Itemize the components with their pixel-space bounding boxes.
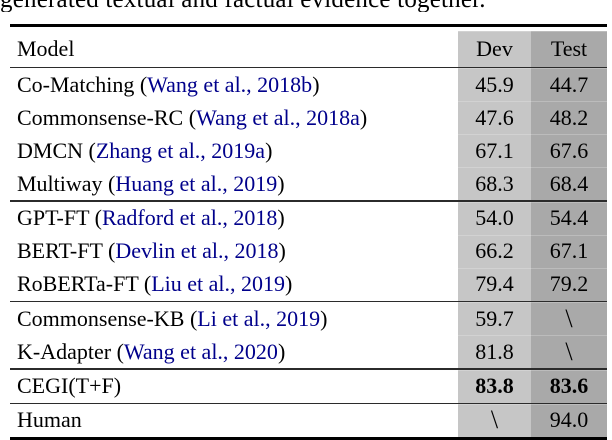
paren-close: ) xyxy=(285,271,293,297)
citation-link[interactable]: Devlin et al., 2018 xyxy=(115,238,279,264)
citation-link[interactable]: Wang et al., 2020 xyxy=(123,338,278,364)
test-value: 79.2 xyxy=(531,267,607,301)
model-cell: CEGI(T+F) xyxy=(10,370,458,403)
group-separator-1 xyxy=(10,200,607,202)
header-midrule xyxy=(10,67,607,69)
table-row-multiway: Multiway (Huang et al., 2019) 68.3 68.4 xyxy=(10,167,607,201)
header-model: Model xyxy=(17,36,75,61)
model-cell: Human xyxy=(10,404,458,437)
table-header-row: Model Dev Test xyxy=(10,31,607,67)
caption-clipped: generated textual and factual evidence t… xyxy=(0,0,612,12)
test-value: 48.2 xyxy=(531,101,607,135)
paren-close: ) xyxy=(277,205,285,231)
test-value: 68.4 xyxy=(531,167,607,201)
test-value: 83.6 xyxy=(531,369,607,403)
model-name: Commonsense-KB ( xyxy=(17,305,198,331)
model-cell: Commonsense-KB (Li et al., 2019) xyxy=(10,302,458,335)
model-name: K-Adapter ( xyxy=(17,338,124,364)
group-separator-4 xyxy=(10,402,607,404)
model-cell: Co-Matching (Wang et al., 2018b) xyxy=(10,68,458,101)
dev-value: \ xyxy=(458,403,531,437)
dev-value: 79.4 xyxy=(458,267,531,301)
table-row-k-adapter: K-Adapter (Wang et al., 2020) 81.8 \ xyxy=(10,335,607,369)
model-name: CEGI(T+F) xyxy=(17,373,122,399)
test-value: 54.4 xyxy=(531,201,607,235)
model-name: RoBERTa-FT ( xyxy=(17,271,152,297)
model-name: Commonsense-RC ( xyxy=(17,104,197,130)
model-name: GPT-FT ( xyxy=(17,205,102,231)
dev-value: 68.3 xyxy=(458,167,531,201)
model-cell: Commonsense-RC (Wang et al., 2018a) xyxy=(10,101,458,134)
model-cell: DMCN (Zhang et al., 2019a) xyxy=(10,134,458,167)
header-gap xyxy=(10,27,607,31)
model-cell: K-Adapter (Wang et al., 2020) xyxy=(10,335,458,368)
dev-value: 54.0 xyxy=(458,201,531,235)
paren-close: ) xyxy=(265,137,273,163)
table-toprule xyxy=(10,24,607,27)
table-row-dmcn: DMCN (Zhang et al., 2019a) 67.1 67.6 xyxy=(10,134,607,168)
dev-value: 45.9 xyxy=(458,68,531,102)
citation-link[interactable]: Wang et al., 2018a xyxy=(196,104,360,130)
dev-value: 81.8 xyxy=(458,335,531,369)
table-row-human: Human \ 94.0 xyxy=(10,403,607,437)
test-value: 67.6 xyxy=(531,134,607,168)
dev-value: 47.6 xyxy=(458,101,531,135)
test-value: 94.0 xyxy=(531,403,607,437)
table-bottomrule xyxy=(10,436,607,440)
paren-close: ) xyxy=(320,305,328,331)
citation-link[interactable]: Li et al., 2019 xyxy=(197,305,321,331)
results-table: Model Dev Test Co-Matching (Wang et al.,… xyxy=(10,24,607,440)
test-value: \ xyxy=(531,335,607,369)
caption-text: generated textual and factual evidence t… xyxy=(0,0,612,12)
model-name: Human xyxy=(17,407,82,433)
table-row-commonsense-rc: Commonsense-RC (Wang et al., 2018a) 47.6… xyxy=(10,101,607,135)
model-name: DMCN ( xyxy=(17,137,96,163)
paren-close: ) xyxy=(359,104,368,130)
dev-value: 83.8 xyxy=(458,369,531,403)
paren-close: ) xyxy=(312,71,320,97)
paren-close: ) xyxy=(278,238,286,264)
model-cell: GPT-FT (Radford et al., 2018) xyxy=(10,202,458,235)
model-name: BERT-FT ( xyxy=(17,238,116,264)
citation-link[interactable]: Huang et al., 2019 xyxy=(115,170,278,196)
dev-value: 66.2 xyxy=(458,234,531,268)
table-row-gpt-ft: GPT-FT (Radford et al., 2018) 54.0 54.4 xyxy=(10,201,607,235)
model-name: Multiway ( xyxy=(17,170,116,196)
paren-close: ) xyxy=(277,338,286,364)
paren-close: ) xyxy=(277,170,285,196)
citation-link[interactable]: Liu et al., 2019 xyxy=(151,271,286,297)
dev-value: 67.1 xyxy=(458,134,531,168)
model-cell: Multiway (Huang et al., 2019) xyxy=(10,167,458,200)
table-row-cegi: CEGI(T+F) 83.8 83.6 xyxy=(10,369,607,403)
table-row-bert-ft: BERT-FT (Devlin et al., 2018) 66.2 67.1 xyxy=(10,234,607,268)
test-value: 44.7 xyxy=(531,68,607,102)
citation-link[interactable]: Zhang et al., 2019a xyxy=(95,137,266,163)
group-separator-2 xyxy=(10,300,607,303)
table-row-commonsense-kb: Commonsense-KB (Li et al., 2019) 59.7 \ xyxy=(10,302,607,336)
dev-value: 59.7 xyxy=(458,302,531,336)
model-cell: RoBERTa-FT (Liu et al., 2019) xyxy=(10,268,458,301)
header-dev: Dev xyxy=(458,31,531,67)
header-test: Test xyxy=(531,31,607,67)
table-row-co-matching: Co-Matching (Wang et al., 2018b) 45.9 44… xyxy=(10,68,607,102)
test-value: 67.1 xyxy=(531,234,607,268)
table-row-roberta-ft: RoBERTa-FT (Liu et al., 2019) 79.4 79.2 xyxy=(10,267,607,301)
model-name: Co-Matching ( xyxy=(17,71,148,97)
citation-link[interactable]: Wang et al., 2018b xyxy=(147,71,313,97)
model-cell: BERT-FT (Devlin et al., 2018) xyxy=(10,235,458,268)
test-value: \ xyxy=(531,302,607,336)
group-separator-3 xyxy=(10,368,607,370)
citation-link[interactable]: Radford et al., 2018 xyxy=(101,205,278,231)
